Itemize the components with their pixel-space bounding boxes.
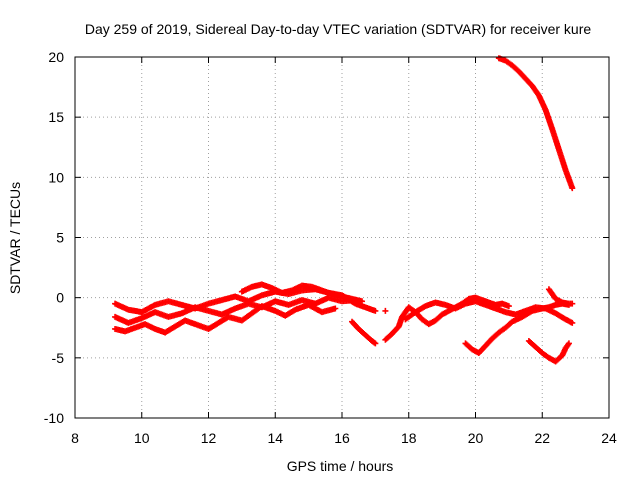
x-tick-label: 22 [534,430,550,446]
x-tick-label: 18 [401,430,417,446]
y-tick-label: -10 [44,410,64,426]
y-axis-label: SDTVAR / TECUs [7,182,23,294]
series-track-7 [402,298,576,326]
y-tick-label: 20 [48,49,64,65]
data-point [332,305,339,312]
data-points [112,55,576,365]
y-tick-label: 15 [48,109,64,125]
y-tick-label: 0 [56,290,64,306]
grid-lines [75,57,609,418]
data-point [372,307,379,314]
data-point [565,340,572,347]
data-point [382,307,389,314]
x-tick-label: 14 [267,430,283,446]
plot-frame [74,56,610,419]
y-tick-label: 5 [56,230,64,246]
y-tick-label: -5 [52,350,65,366]
x-tick-label: 10 [134,430,150,446]
x-tick-label: 24 [601,430,617,446]
chart-title: Day 259 of 2019, Sidereal Day-to-day VTE… [85,21,591,37]
x-tick-label: 12 [201,430,217,446]
y-tick-label: 10 [48,169,64,185]
data-point [569,185,576,192]
series-track-10 [545,286,576,307]
series-track-5 [349,318,379,347]
data-point [359,298,366,305]
series-track-9 [525,337,572,365]
series-track-4 [238,281,366,305]
data-point [505,303,512,310]
x-tick-label: 8 [71,430,79,446]
x-axis-ticks: 8 10 12 14 16 18 20 22 24 [71,57,617,446]
series-track-6 [382,294,512,343]
x-tick-label: 16 [334,430,350,446]
data-point [372,340,379,347]
series-track-11 [495,55,576,192]
y-axis-ticks: -10 -5 0 5 10 15 20 [44,49,609,426]
data-point [569,319,576,326]
x-axis-label: GPS time / hours [287,458,394,474]
data-point [371,339,378,346]
series-track-8 [462,300,572,357]
series-track-3 [112,301,339,336]
series-track-12 [382,307,389,314]
x-tick-label: 20 [468,430,484,446]
data-point [569,300,576,307]
